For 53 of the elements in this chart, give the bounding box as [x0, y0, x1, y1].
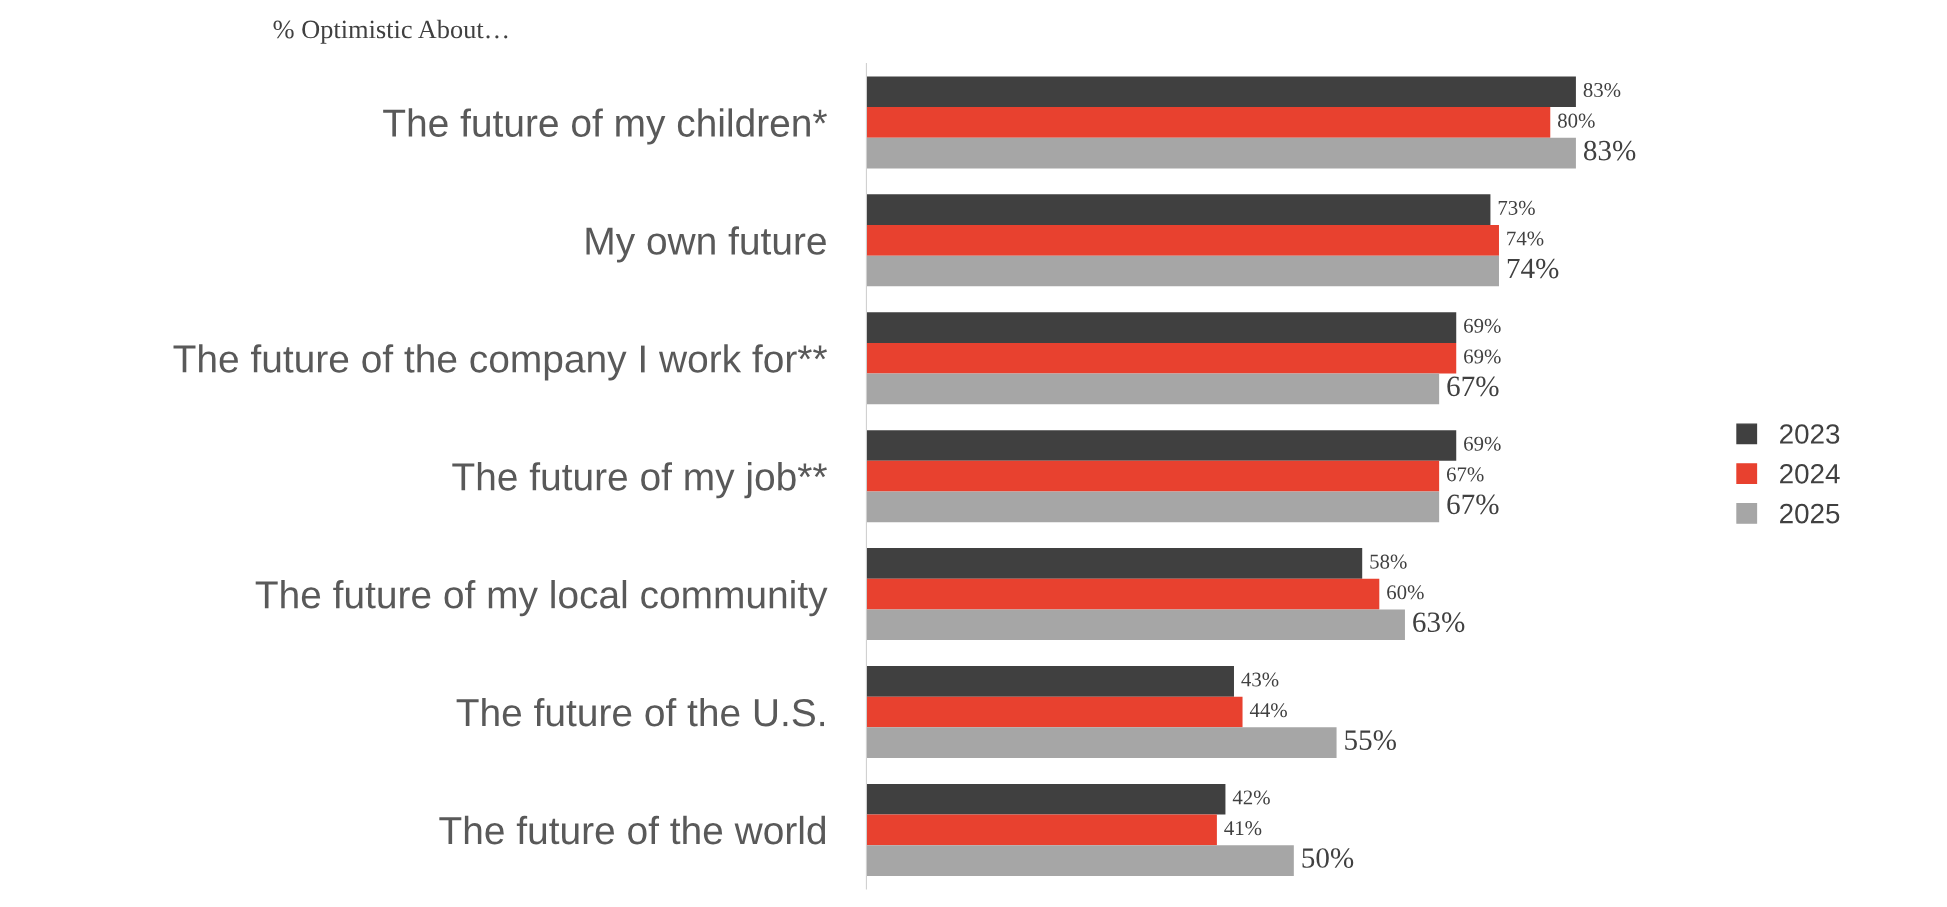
data-label: 80% — [1558, 113, 1595, 128]
bar — [866, 548, 1363, 579]
data-label: 42% — [1232, 790, 1270, 805]
bar — [866, 373, 1440, 405]
data-label: 74% — [1507, 231, 1544, 246]
bar — [866, 578, 1380, 610]
data-label: 74% — [1507, 258, 1559, 279]
data-label: 44% — [1249, 703, 1287, 718]
data-label: 69% — [1464, 318, 1501, 333]
data-label: 63% — [1413, 612, 1465, 633]
data-label: 83% — [1583, 82, 1621, 98]
data-label: 55% — [1345, 730, 1396, 751]
bar — [866, 491, 1440, 523]
bar — [866, 107, 1551, 138]
bar — [866, 783, 1226, 815]
data-label: 67% — [1447, 494, 1499, 515]
data-label: 50% — [1302, 848, 1354, 868]
legend-label: 2024 — [1780, 463, 1840, 484]
y-tick-label: The future of the company I work for** — [173, 344, 827, 381]
data-label: 58% — [1370, 554, 1407, 569]
y-tick-label: The future of my job** — [452, 462, 827, 499]
data-label: 73% — [1498, 200, 1535, 215]
y-tick-label: The future of the world — [439, 815, 826, 845]
bar — [866, 342, 1457, 374]
data-label: 60% — [1387, 585, 1424, 600]
bar — [866, 225, 1499, 256]
data-label: 41% — [1224, 821, 1262, 836]
data-label: 67% — [1447, 376, 1499, 397]
data-label: 69% — [1464, 436, 1501, 451]
bar — [866, 666, 1234, 697]
text: % Optimistic About… — [273, 19, 508, 44]
bar — [866, 430, 1457, 461]
bar — [866, 76, 1576, 108]
bar — [866, 814, 1217, 846]
bar — [866, 460, 1440, 492]
bar — [866, 609, 1405, 641]
bar — [866, 137, 1576, 169]
data-label: 69% — [1464, 349, 1501, 364]
bar — [866, 255, 1499, 287]
bar — [866, 727, 1337, 758]
y-tick-label: My own future — [586, 226, 826, 263]
bar — [866, 845, 1294, 876]
y-tick-label: The future of the U.S. — [456, 697, 824, 727]
bar — [866, 696, 1243, 728]
legend-label: 2023 — [1780, 424, 1840, 444]
bar — [866, 312, 1457, 343]
bar — [866, 194, 1491, 226]
y-tick-label: The future of my children* — [383, 108, 827, 145]
data-label: 43% — [1241, 672, 1279, 687]
data-label: 67% — [1446, 467, 1484, 482]
data-label: 83% — [1583, 140, 1636, 161]
legend-label: 2025 — [1780, 503, 1840, 524]
y-tick-label: The future of my local community — [255, 579, 828, 617]
